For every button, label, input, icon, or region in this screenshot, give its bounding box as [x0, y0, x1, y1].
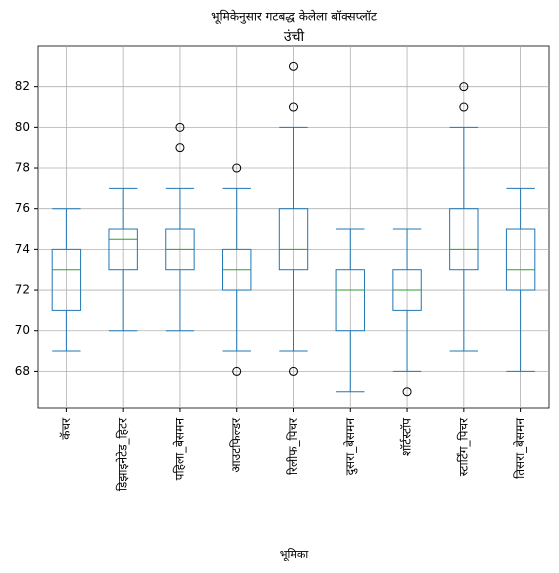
flier — [459, 82, 469, 92]
flier — [175, 122, 185, 132]
x-tick-label: रिलीफ_पिचर — [286, 417, 300, 475]
x-tick-label: कॅचर — [59, 417, 73, 440]
y-tick-label: 68 — [15, 364, 30, 378]
box — [278, 208, 309, 271]
y-tick-label: 70 — [15, 323, 30, 337]
chart-title: उंची — [284, 28, 305, 45]
x-tick-label: पहिला_बेसमन — [172, 418, 186, 481]
y-tick-label: 78 — [15, 161, 30, 175]
x-tick-label: डिझाइनेटेड_हिटर — [116, 417, 130, 491]
box — [449, 208, 479, 271]
flier — [289, 61, 298, 71]
flier — [289, 366, 298, 376]
y-tick-label: 76 — [15, 201, 30, 215]
flier — [402, 387, 412, 397]
y-tick-label: 82 — [15, 79, 30, 93]
chart-suptitle: भूमिकेनुसार गटबद्ध केलेला बॉक्सप्लॉट — [211, 10, 378, 25]
flier — [289, 102, 298, 112]
y-tick-label: 72 — [15, 283, 30, 297]
flier — [459, 102, 469, 112]
flier — [232, 366, 242, 376]
box — [505, 228, 536, 291]
x-tick-label: स्टार्टिंग_पिचर — [456, 417, 470, 476]
x-tick-label: शॉर्टस्टॉप — [400, 418, 414, 456]
y-tick-label: 80 — [15, 120, 30, 134]
y-tick-label: 74 — [15, 242, 30, 256]
flier — [175, 143, 185, 153]
x-tick-label: दुसरा_बेसमन — [343, 418, 358, 476]
box — [108, 228, 138, 271]
x-tick-label: तिसरा_बेसमन — [513, 418, 527, 479]
box — [335, 269, 365, 332]
x-tick-label: आउटफिल्डर — [229, 417, 243, 473]
flier — [232, 163, 242, 173]
x-axis-label: भूमिका — [280, 548, 309, 562]
box — [51, 248, 82, 311]
